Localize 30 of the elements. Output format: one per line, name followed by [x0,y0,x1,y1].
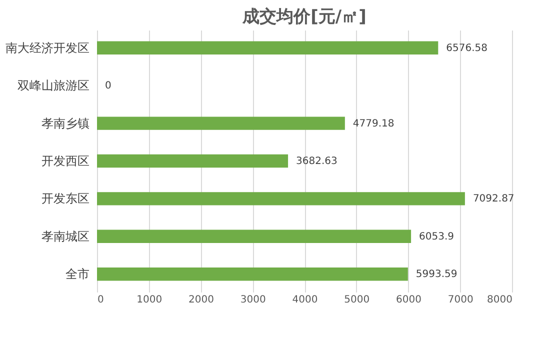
data-label: 6576.58 [446,42,488,54]
bar [97,192,465,206]
x-tick-label: 2000 [188,294,214,306]
x-tick-label: 8000 [487,294,512,306]
y-tick-label: 南大经济开发区 [6,40,90,55]
x-tick-label: 4000 [292,294,318,306]
data-label: 5993.59 [416,269,458,280]
y-tick-label: 孝南城区 [42,229,90,244]
y-tick-label: 开发西区 [42,154,90,168]
data-label: 3682.63 [296,156,338,167]
data-label: 4779.18 [352,118,394,130]
y-tick-label: 双峰山旅游区 [18,78,90,93]
chart-title: 成交均价[元/㎡] [242,7,366,27]
y-tick-label: 孝南乡镇 [42,116,90,130]
bar [97,41,438,55]
x-tick-label: 0 [98,294,104,306]
data-label: 6053.9 [419,231,454,242]
y-tick-label: 全市 [66,267,90,282]
y-tick-label: 开发东区 [42,192,90,206]
data-label: 7092.87 [472,194,514,205]
x-tick-label: 5000 [344,294,370,306]
bar [97,116,345,130]
bar [97,154,288,168]
x-tick-label: 1000 [136,294,162,306]
x-tick-label: 7000 [448,294,474,306]
bar [97,230,412,243]
data-label: 0 [105,80,112,92]
x-tick-label: 3000 [240,294,266,306]
x-tick-label: 6000 [396,294,422,306]
bar [97,267,408,281]
